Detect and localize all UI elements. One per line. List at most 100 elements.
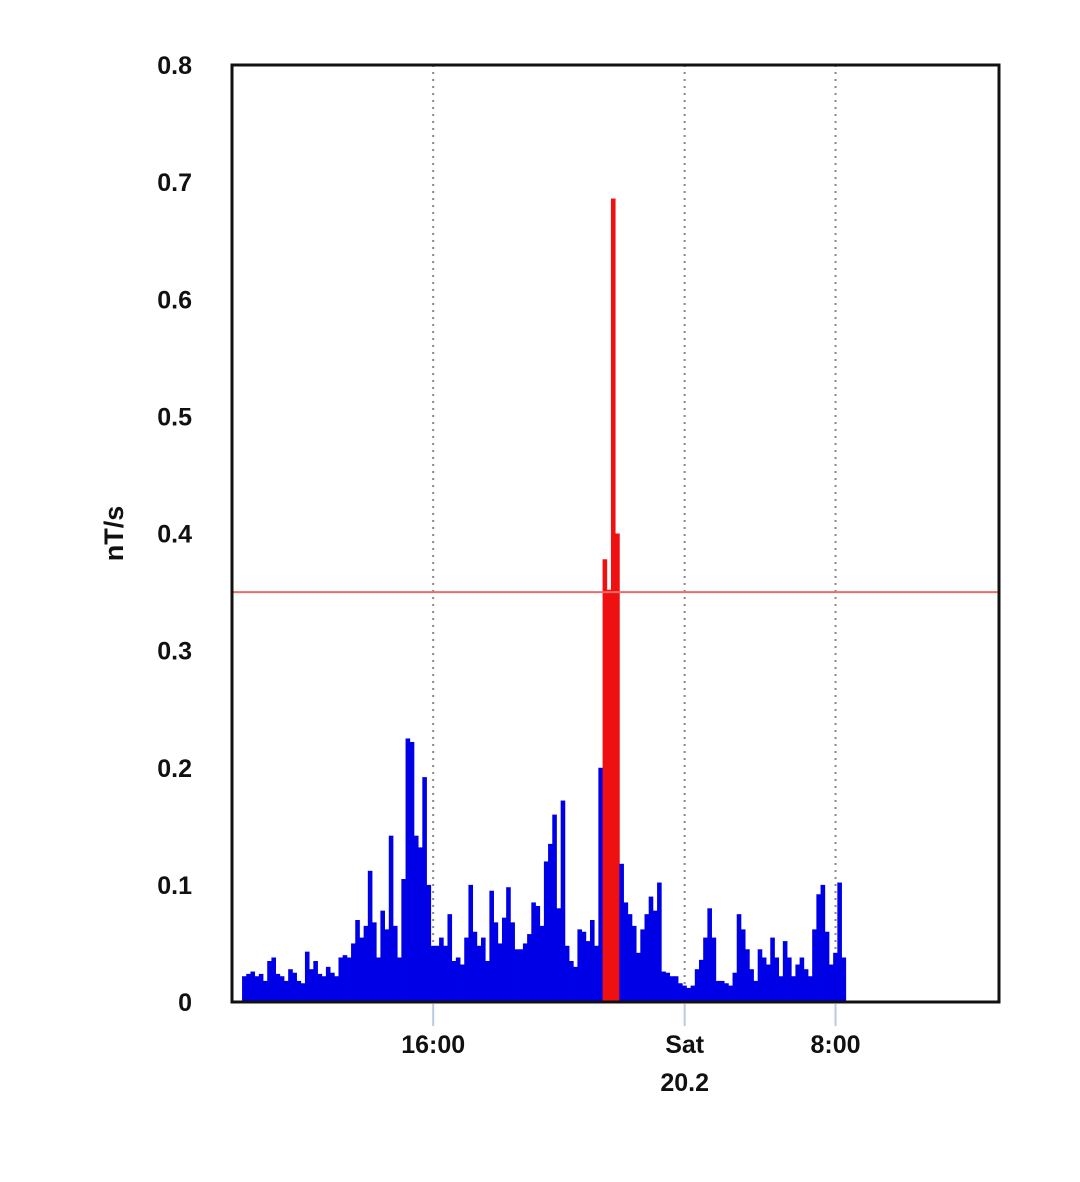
bar <box>590 920 595 1002</box>
bar <box>397 957 402 1002</box>
bar <box>745 949 750 1002</box>
bar <box>577 929 583 1002</box>
bar <box>833 952 838 1002</box>
x-tick-label: 8:00 <box>811 1031 861 1059</box>
bar <box>493 922 499 1002</box>
bar <box>569 961 574 1002</box>
bar <box>355 920 360 1002</box>
y-tick-label: 0.1 <box>157 872 192 900</box>
bar <box>388 835 394 1002</box>
x-tick-label: Sat <box>665 1031 705 1059</box>
bar <box>807 976 813 1002</box>
bar <box>556 908 562 1002</box>
bar <box>401 879 406 1002</box>
bar <box>531 902 536 1002</box>
bar <box>581 931 587 1002</box>
y-tick-label: 0.8 <box>157 52 192 80</box>
bar <box>321 976 327 1002</box>
bar <box>640 929 645 1002</box>
bar <box>703 937 708 1002</box>
bar <box>338 957 344 1002</box>
bar <box>413 835 419 1002</box>
bar <box>501 917 507 1002</box>
bar <box>522 943 528 1002</box>
x-tick-sublabel: 20.2 <box>660 1069 709 1097</box>
bar <box>439 937 444 1002</box>
bar <box>694 969 700 1002</box>
bar <box>724 983 729 1002</box>
bar <box>242 976 247 1002</box>
bar <box>837 882 842 1002</box>
bar <box>610 198 616 1002</box>
bar <box>372 922 377 1002</box>
bar <box>485 961 490 1002</box>
bar <box>464 937 469 1002</box>
bar <box>296 980 302 1002</box>
bar <box>736 914 742 1002</box>
bar <box>451 961 457 1002</box>
bar <box>732 972 738 1002</box>
x-axis: 16:00 Sat 20.2 8:00 <box>401 1004 861 1097</box>
bar <box>510 922 515 1002</box>
bar <box>711 937 717 1002</box>
y-tick-label: 0 <box>178 989 192 1017</box>
bar <box>573 966 578 1002</box>
bar <box>619 863 624 1002</box>
bar <box>686 987 692 1002</box>
bar <box>707 908 712 1002</box>
bar <box>673 976 679 1002</box>
y-tick-label: 0.4 <box>157 521 192 549</box>
bar <box>627 914 633 1002</box>
bar <box>761 957 767 1002</box>
grid-lines <box>432 65 837 1002</box>
bar <box>481 937 486 1002</box>
bar <box>330 972 335 1002</box>
bar <box>426 884 432 1002</box>
bar <box>690 985 696 1002</box>
bar <box>409 741 415 1002</box>
bar <box>497 943 503 1002</box>
bar <box>816 894 821 1002</box>
bar <box>325 966 331 1002</box>
bar <box>728 985 733 1002</box>
bar <box>594 945 599 1002</box>
bar <box>443 945 448 1002</box>
bar <box>665 972 671 1002</box>
plot-frame <box>230 63 1001 1004</box>
bar <box>715 980 721 1002</box>
bar <box>615 533 620 1002</box>
bar <box>267 961 272 1002</box>
bar <box>560 800 566 1002</box>
bar <box>678 983 683 1002</box>
bar <box>749 969 754 1002</box>
bar <box>304 951 310 1002</box>
bar <box>661 971 666 1002</box>
bar <box>317 973 323 1002</box>
bar <box>539 925 545 1002</box>
bar <box>698 959 704 1002</box>
bar <box>246 973 251 1002</box>
bar <box>430 945 436 1002</box>
bar <box>828 964 834 1002</box>
bar <box>346 957 352 1002</box>
bar <box>367 870 373 1002</box>
y-tick-label: 0.5 <box>157 403 192 431</box>
bar <box>279 976 285 1002</box>
bar <box>631 925 637 1002</box>
bar <box>770 937 775 1002</box>
bar <box>778 976 784 1002</box>
bar <box>799 957 805 1002</box>
bar <box>753 980 759 1002</box>
y-tick-label: 0.7 <box>157 169 192 197</box>
bar <box>288 969 293 1002</box>
bar <box>380 910 385 1002</box>
bar <box>263 980 268 1002</box>
bar <box>271 957 276 1002</box>
bar <box>309 969 314 1002</box>
bar <box>552 814 557 1002</box>
y-axis: 0 0.1 0.2 0.3 0.4 0.5 0.6 0.7 0.8 <box>157 52 192 1017</box>
bar <box>606 589 612 1002</box>
bar <box>418 847 423 1002</box>
bars <box>242 198 847 1002</box>
bar <box>548 843 553 1002</box>
